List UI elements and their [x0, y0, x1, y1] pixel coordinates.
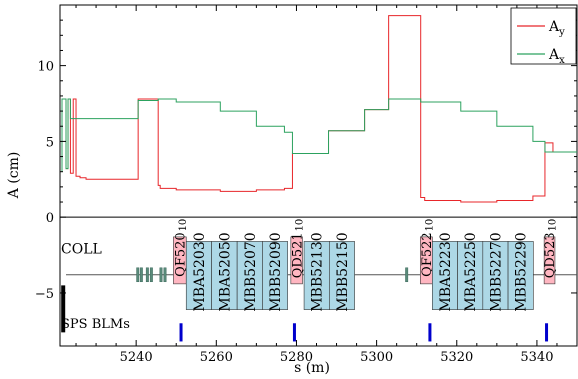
quadrupole-label-suffix: 10: [548, 219, 559, 232]
dipole-label: MBB52270: [488, 232, 504, 311]
dipole-label: MBA52230: [438, 232, 454, 311]
dipole-magnet: [303, 241, 330, 310]
quadrupole-label: QD523: [543, 232, 558, 278]
legend-label-subscript: y: [558, 27, 565, 38]
legend-box: [510, 7, 577, 65]
blm-label: SPS BLMs: [61, 317, 130, 332]
x-tick-label: 5260: [200, 350, 233, 365]
quadrupole-label: QF522: [420, 232, 435, 276]
dipole-magnet: [211, 241, 238, 310]
quadrupole-label-suffix: 10: [295, 219, 306, 232]
dipole-magnet: [236, 241, 263, 310]
blm-marker: [428, 323, 432, 342]
plot-frame: [59, 4, 578, 347]
x-tick-label: 5240: [120, 350, 153, 365]
x-axis-label: s (m): [294, 360, 330, 376]
aperture-series: [61, 15, 577, 203]
x-tick-label: 5320: [440, 350, 473, 365]
dipole-label: MBB52090: [268, 232, 284, 311]
small-element: [139, 267, 143, 283]
y-axis-label: A (cm): [6, 152, 22, 200]
y-tick-label: 5: [46, 135, 54, 150]
dipole-label: MBA52250: [463, 232, 479, 311]
dipole-label: MBA52030: [192, 232, 208, 311]
y-tick-label: 10: [37, 60, 54, 75]
quadrupole-label: QF520: [174, 232, 189, 276]
quadrupole-label-suffix: 10: [178, 219, 189, 232]
dipole-magnet: [185, 241, 212, 310]
y-tick-label: 0: [46, 211, 54, 226]
x-tick-label: 5300: [360, 350, 393, 365]
collimator: [61, 285, 66, 333]
plot-border: [59, 4, 578, 347]
collimator-label: COLL: [61, 242, 102, 258]
x-tick-label: 5340: [520, 350, 553, 365]
series-line-a-y: [61, 15, 577, 203]
axes: 5240 5260 5280 5300 5320 5340 0 5 10 −5: [35, 5, 578, 365]
x-tick-label: 5280: [280, 350, 313, 365]
dipole-magnet: [457, 241, 484, 310]
quadrupole-label-suffix: 10: [424, 219, 435, 232]
dipole-label: MBB52290: [514, 232, 530, 311]
y-tick-label: −5: [35, 287, 54, 302]
blm-marker: [179, 323, 183, 342]
dipole-magnet: [507, 241, 534, 310]
small-element: [149, 267, 153, 283]
small-element: [405, 267, 409, 283]
dipole-label: MBB52130: [310, 232, 326, 311]
quadrupole-label: QD521: [290, 232, 305, 278]
blm-marker: [545, 323, 549, 342]
small-element: [145, 267, 149, 283]
dipole-label: MBA52050: [217, 232, 233, 311]
dipole-label: MBB52070: [243, 232, 259, 311]
small-element: [136, 267, 140, 283]
quadrupole: [543, 236, 556, 285]
dipole-magnet: [329, 241, 355, 310]
dipole-magnet: [262, 241, 288, 310]
dipole-magnet: [432, 241, 458, 310]
dipole-label: MBB52150: [335, 232, 351, 311]
quadrupole: [290, 236, 303, 285]
dipole-magnet: [482, 241, 509, 310]
blm-marker: [292, 323, 296, 342]
small-element: [159, 267, 163, 283]
legend-label-subscript: x: [559, 55, 565, 66]
small-element: [163, 267, 167, 283]
series-line-a-x: [61, 98, 577, 172]
